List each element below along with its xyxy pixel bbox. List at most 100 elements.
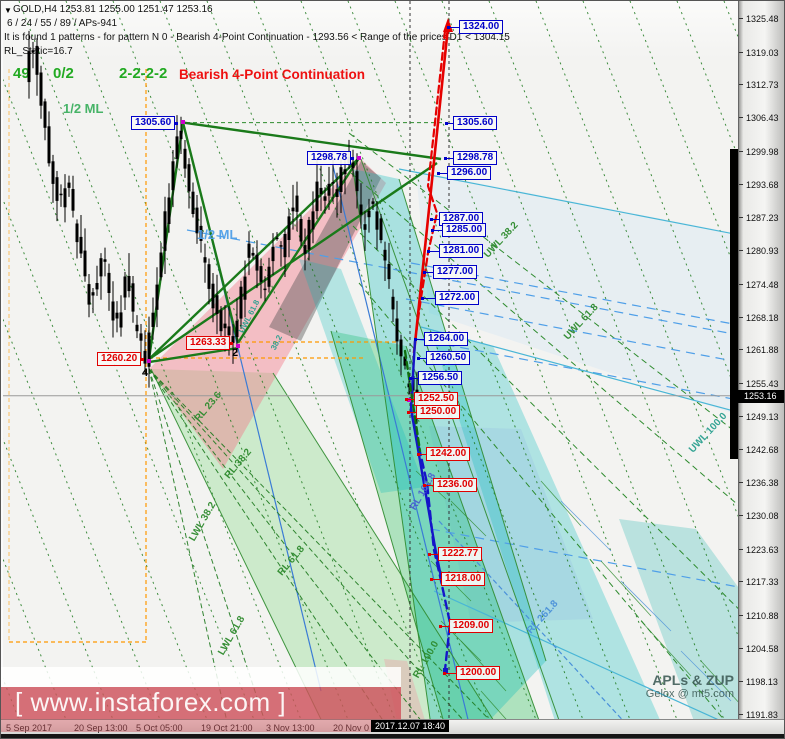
- price-tick: 1280.93: [739, 246, 784, 257]
- price-level-text: 1305.60: [135, 116, 172, 128]
- price-level-label: 1256.50: [409, 371, 463, 386]
- label-anchor-square: [421, 296, 424, 300]
- pattern-count-label: 0/2: [53, 65, 74, 82]
- tick-mark: [739, 482, 743, 484]
- price-level-label: 1250.00: [407, 405, 461, 420]
- tick-value: 1293.68: [746, 179, 779, 190]
- indicator-name: APLs & ZUP: [652, 672, 734, 688]
- label-leader-line: [417, 339, 424, 341]
- tick-mark: [739, 250, 743, 252]
- pattern-name-label: Bearish 4-Point Continuation: [179, 67, 366, 82]
- label-anchor-square: [423, 270, 426, 274]
- price-level-text: 1296.00: [451, 166, 488, 178]
- tick-mark: [739, 449, 743, 451]
- label-anchor-square: [437, 171, 440, 175]
- chart-frame-left: [1, 1, 3, 719]
- price-level-label: 1252.50: [405, 392, 459, 407]
- label-anchor-square: [430, 577, 433, 581]
- price-tick: 1236.38: [739, 478, 784, 488]
- tick-mark: [739, 316, 743, 318]
- price-level-label: 1298.78: [444, 151, 498, 166]
- price-level-text: 1252.50: [418, 393, 455, 405]
- price-level-text: 1250.00: [420, 406, 457, 418]
- price-level-text: 1324.00: [463, 20, 500, 32]
- price-level-label: 1260.50: [417, 350, 471, 365]
- price-level-text: 1277.00: [437, 265, 474, 277]
- date-tick-label: 20 Sep 13:00: [74, 723, 128, 733]
- price-tick: 1306.43: [739, 113, 784, 124]
- price-level-text: 1263.33: [190, 336, 227, 348]
- price-level-label: 1305.60: [131, 115, 179, 130]
- indicator-params-line: 6 / 24 / 55 / 89 / APs-941: [7, 18, 118, 29]
- label-leader-line: [448, 122, 453, 124]
- tick-value: 1287.23: [746, 213, 779, 224]
- price-level-text: 1305.60: [457, 116, 494, 128]
- price-level-text: 1260.50: [430, 351, 467, 363]
- current-date-tag: 2017.12.07 18:40: [371, 720, 449, 732]
- label-anchor-square: [445, 121, 448, 125]
- symbol-ohlc-text: GOLD,H4 1253.81 1255.00 1251.47 1253.16: [13, 4, 213, 15]
- price-axis[interactable]: 1325.48 1319.03 1312.73 1306.43 1299.98 …: [738, 1, 784, 721]
- price-tick: 1198.13: [739, 677, 784, 687]
- tick-mark: [739, 415, 743, 417]
- price-tick: 1204.58: [739, 643, 784, 654]
- label-leader-line: [431, 554, 438, 556]
- tick-value: 1280.93: [746, 246, 779, 257]
- price-level-text: 1298.78: [311, 152, 348, 164]
- tick-value: 1223.63: [746, 544, 779, 555]
- label-anchor-square: [409, 377, 412, 381]
- label-anchor-square: [407, 411, 410, 415]
- label-anchor-square: [414, 338, 417, 342]
- price-tick: 1274.48: [739, 279, 784, 290]
- price-tick: 1261.88: [739, 345, 784, 355]
- date-tick-label: 19 Oct 21:00: [201, 723, 253, 733]
- tick-value: 1268.18: [746, 312, 779, 323]
- label-leader-line: [433, 219, 439, 221]
- tick-mark: [739, 548, 743, 550]
- price-level-label: 1296.00: [437, 165, 492, 180]
- price-level-label: 1285.00: [431, 222, 487, 237]
- label-leader-line: [424, 297, 435, 299]
- label-anchor-square: [430, 218, 433, 222]
- tick-mark: [739, 681, 743, 683]
- indicator-credit: APLs & ZUP Gelox @ mt5.com: [646, 672, 734, 700]
- price-level-label: 1260.20: [97, 352, 145, 367]
- price-tick: 1217.33: [739, 577, 784, 588]
- price-tick: 1325.48: [739, 14, 784, 24]
- label-anchor-square: [141, 358, 145, 362]
- price-tick: 1255.43: [739, 379, 784, 389]
- price-level-label: 1277.00: [423, 264, 478, 279]
- tick-mark: [739, 217, 743, 219]
- price-level-label: 1209.00: [439, 618, 494, 633]
- label-leader-line: [450, 26, 459, 28]
- date-tick-label: 5 Sep 2017: [6, 723, 53, 733]
- tick-value: 1191.83: [746, 710, 778, 721]
- tick-mark: [739, 150, 743, 152]
- tick-mark: [739, 581, 743, 583]
- price-tick: 1210.88: [739, 611, 784, 622]
- label-anchor-square: [423, 484, 426, 488]
- label-anchor-square: [230, 341, 234, 345]
- tick-value: 1217.33: [746, 577, 779, 588]
- instaforex-watermark: [ www.instaforex.com ]: [15, 687, 287, 717]
- trendline-label: 1/2 ML: [63, 101, 104, 116]
- tick-value: 1210.88: [746, 611, 779, 622]
- label-anchor-square: [428, 553, 431, 557]
- label-anchor-square: [417, 356, 420, 360]
- label-anchor-square: [447, 25, 450, 29]
- label-anchor-square: [431, 228, 434, 232]
- label-leader-line: [420, 357, 426, 359]
- price-level-label: 1298.78: [307, 151, 355, 166]
- indicator-author: Gelox @ mt5.com: [645, 688, 734, 700]
- date-tick-label: 5 Oct 05:00: [136, 723, 183, 733]
- tick-value: 1274.48: [746, 279, 779, 290]
- price-level-label: 1263.33: [186, 335, 234, 350]
- tick-value: 1204.58: [746, 643, 779, 654]
- tick-mark: [739, 515, 743, 517]
- label-leader-line: [442, 625, 449, 627]
- tick-mark: [739, 647, 743, 649]
- price-level-text: 1281.00: [443, 244, 480, 256]
- symbol-dropdown-icon[interactable]: ▼: [4, 6, 12, 15]
- tick-value: 1312.73: [746, 80, 779, 91]
- tick-value: 1306.43: [746, 113, 779, 124]
